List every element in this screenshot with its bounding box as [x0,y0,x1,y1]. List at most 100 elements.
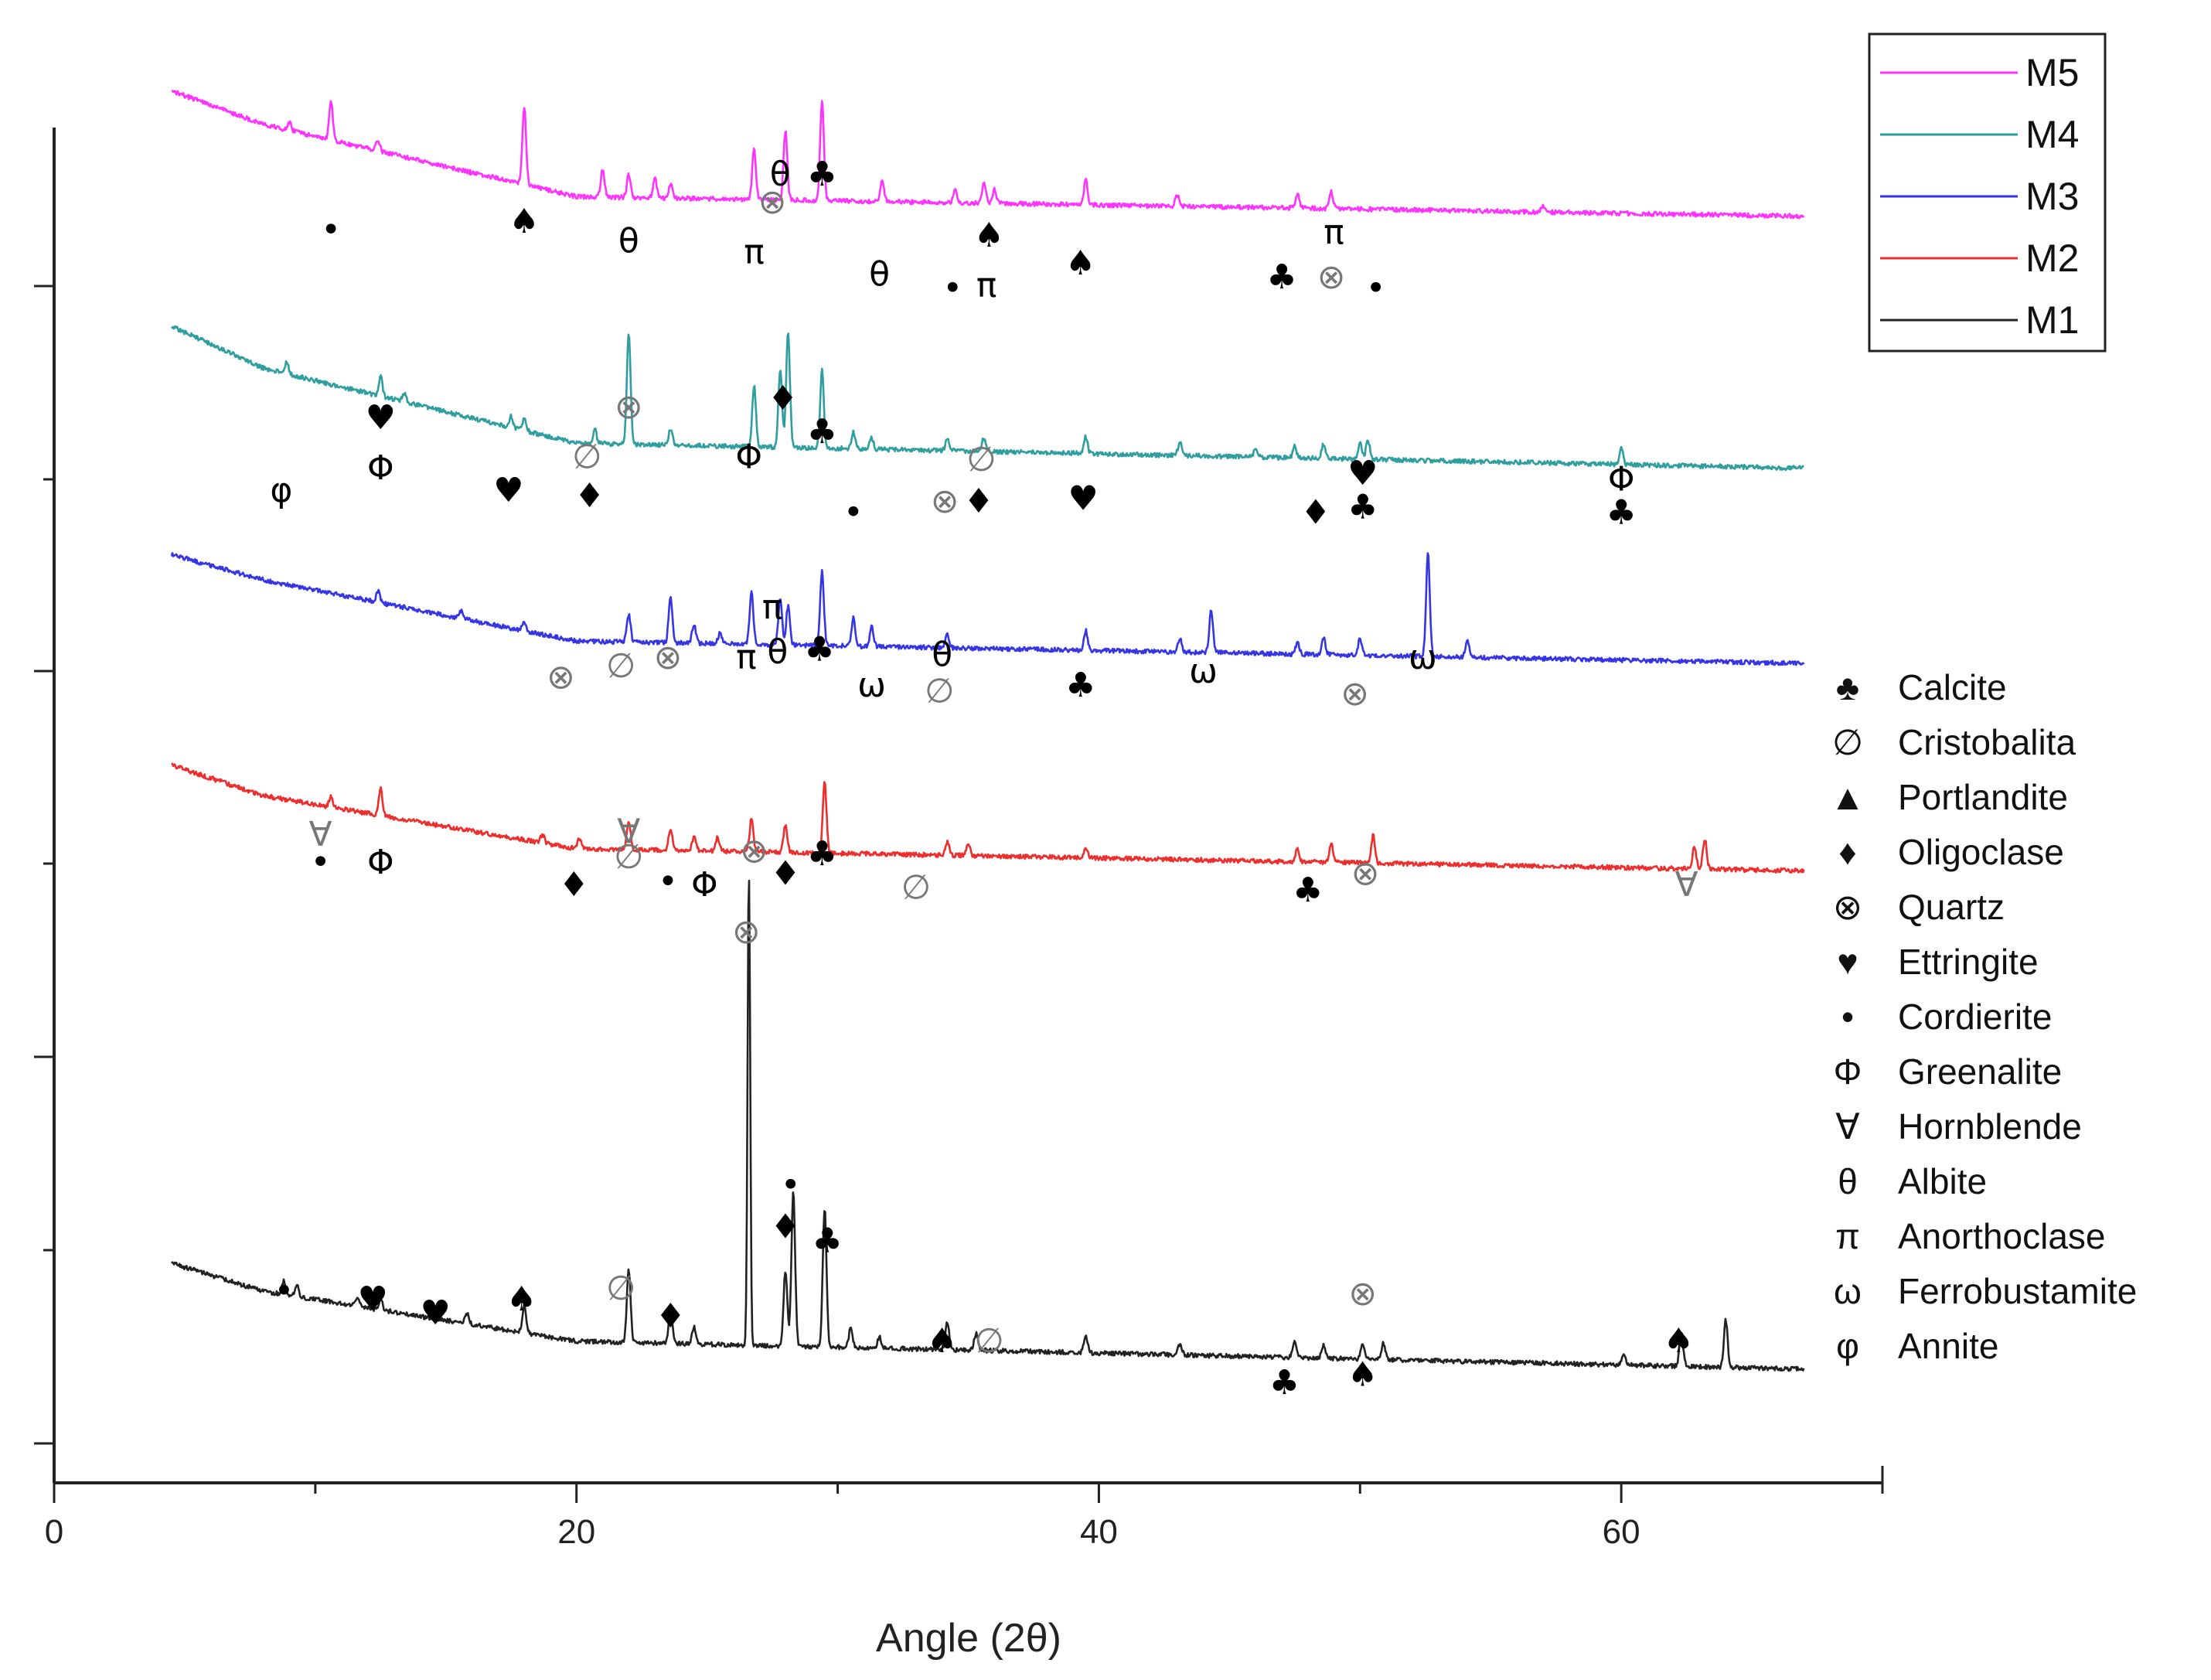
peak-marker: ⊗ [1351,854,1380,893]
peak-marker: π [762,588,783,627]
peak-marker: θ [767,632,788,672]
key-label: Oligoclase [1898,832,2064,872]
peak-marker: ♠ [1065,244,1095,283]
key-label: Anorthoclase [1898,1216,2106,1256]
key-label: Cristobalita [1898,722,2076,762]
peak-marker: ∅ [606,1269,635,1308]
traces [170,90,1805,1372]
peak-marker: • [843,493,864,533]
peak-marker: ⊗ [931,482,959,521]
series-m1-trace [170,879,1805,1372]
peak-marker: ♣ [807,155,837,194]
peak-marker: ∅ [925,671,954,711]
key-symbol: ∅ [1832,722,1863,762]
peak-marker: • [321,210,341,250]
peak-marker: ∅ [614,837,643,877]
key-symbol: θ [1838,1161,1858,1201]
peak-marker: φ [270,471,292,510]
peak-marker: Φ [367,843,394,882]
key-label: Cordierite [1898,997,2052,1037]
series-m2-trace [171,762,1805,874]
peak-marker: • [311,843,331,882]
peak-marker: ♥ [1347,454,1378,493]
key-symbol: ▲ [1830,777,1865,817]
x-tick-label: 40 [1080,1513,1118,1551]
x-tick-label: 20 [557,1513,595,1551]
peak-marker: ♠ [506,1280,537,1319]
peak-marker: ∀ [309,815,332,854]
peak-marker: ♦ [770,1208,800,1247]
peak-marker: ♣ [807,834,837,874]
peak-marker: ♣ [1065,666,1095,705]
x-tick-label: 0 [45,1513,63,1551]
peak-marker: ♦ [768,379,798,418]
key-label: Greenalite [1898,1051,2062,1092]
legend-label-m2: M2 [2025,237,2079,280]
key-symbol: ♦ [1838,832,1856,872]
x-axis-title: Angle (2θ) [876,1616,1061,1661]
peak-marker: ♣ [1606,493,1636,533]
peak-marker: ⊗ [1317,257,1346,297]
peak-marker: Φ [367,448,394,488]
peak-marker: θ [770,155,791,194]
legend-label-m1: M1 [2025,298,2079,342]
peak-marker: ∅ [572,438,601,477]
peak-marker: • [781,1166,801,1205]
peak-marker: ⊗ [615,387,643,427]
peak-marker: Φ [1608,459,1635,499]
key-symbol: π [1835,1216,1860,1256]
peak-marker: • [942,269,962,308]
peak-marker: ω [1189,652,1218,691]
peak-marker: θ [869,255,890,295]
key-label: Annite [1898,1326,1998,1366]
key-label: Portlandite [1898,777,2068,817]
series-m4-trace [170,325,1804,472]
peak-marker: ⊗ [654,638,683,677]
peak-marker: ⊗ [732,912,761,952]
peak-marker: ♥ [1068,479,1098,519]
legend-label-m5: M5 [2025,51,2079,94]
key-symbol: ⊗ [1833,887,1863,927]
key-label: Calcite [1898,667,2007,707]
key-label: Hornblende [1898,1106,2082,1147]
peak-marker: ♦ [770,854,800,893]
peak-marker: ♠ [1664,1321,1694,1361]
peak-marker: ⊗ [1341,674,1369,714]
peak-marker: θ [618,221,639,261]
peak-marker: π [976,266,997,305]
key-symbol: ♥ [1837,942,1858,982]
key-label: Quartz [1898,887,2005,927]
peak-marker: • [658,862,678,901]
legend-box [1868,32,2107,353]
peak-marker: π [1324,213,1344,253]
peak-marker: θ [932,636,952,675]
legend: M5 M4 M3 M2 M1 [1868,32,2107,353]
peak-marker: ♥ [357,1280,387,1319]
peak-marker: ∅ [606,646,635,686]
peak-marker: ♥ [366,398,396,438]
key-symbol: ♣ [1836,667,1859,707]
peak-marker: ♣ [1266,257,1296,297]
peak-marker: ♣ [1293,871,1323,910]
peak-marker: ♠ [509,202,539,241]
x-tick-label: 60 [1603,1513,1640,1551]
peak-marker: ♦ [656,1297,686,1336]
peak-marker: ♠ [974,216,1004,255]
peak-marker: ♦ [559,865,589,905]
peak-marker: ⊗ [1348,1274,1377,1314]
peak-marker: ∅ [901,867,931,907]
peak-marker: ♦ [963,482,993,521]
peak-marker: ∀ [1675,865,1698,905]
peak-marker: ⊗ [547,657,575,697]
peak-marker: Φ [691,865,718,905]
key-label: Ettringite [1898,942,2039,982]
key-symbol: ω [1834,1271,1862,1311]
peak-marker: ♣ [804,629,834,669]
peak-markers: ♠• θ π⊗θ ♣θ • π♠♠ ♣ ⊗π•φ♥Φ♥∅♦⊗Φ♦♣• ⊗ ♦∅♥ ♦♥♣Φ♣π⊗ ∅ ⊗… [270,155,1698,1402]
peak-marker: ♣ [1269,1363,1300,1402]
phase-key: ♣ Calcite ∅ Cristobalita ▲ Portlandite ♦ Oligoc… [1830,667,2137,1366]
peak-marker: • [1366,269,1386,308]
key-symbol: φ [1836,1326,1859,1366]
peak-marker: ♥ [493,471,523,510]
